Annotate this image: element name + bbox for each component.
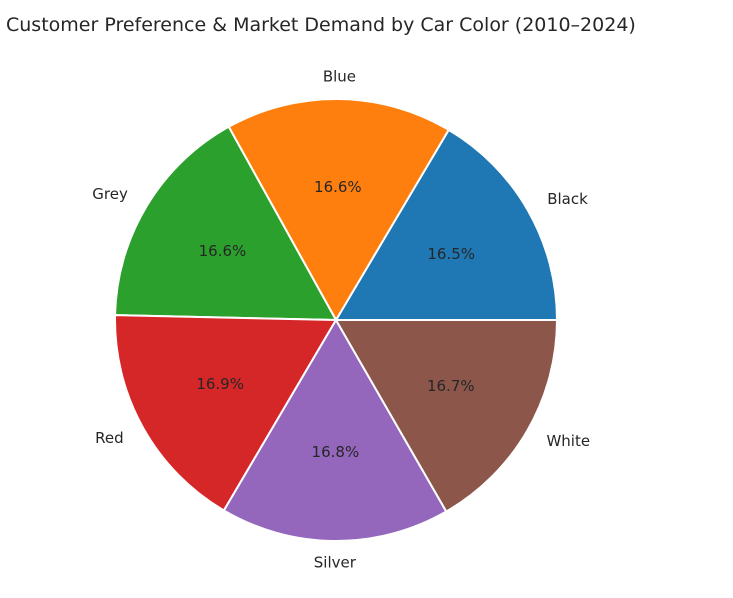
category-label-blue: Blue xyxy=(323,67,356,85)
pct-label-white: 16.7% xyxy=(427,377,475,395)
category-label-black: Black xyxy=(547,190,588,208)
percentage-labels: 16.5% 16.6% 16.6% 16.9% 16.8% 16.7% xyxy=(196,178,475,461)
category-label-grey: Grey xyxy=(92,185,128,203)
pie-slice-blue xyxy=(227,98,450,321)
chart-title: Customer Preference & Market Demand by C… xyxy=(6,14,636,36)
pct-label-red: 16.9% xyxy=(196,375,244,393)
pie-slice-white xyxy=(335,319,558,513)
pct-label-silver: 16.8% xyxy=(312,443,360,461)
pct-label-black: 16.5% xyxy=(427,245,475,263)
pie-slice-grey xyxy=(114,125,337,321)
pie-slice-red xyxy=(114,314,337,512)
category-label-silver: Silver xyxy=(314,554,357,572)
category-label-white: White xyxy=(546,432,590,450)
pie-slice-silver xyxy=(222,319,448,542)
pct-label-blue: 16.6% xyxy=(314,178,362,196)
category-label-red: Red xyxy=(95,429,124,447)
category-labels: Black Blue Grey Red Silver White xyxy=(92,67,590,571)
pie-slices xyxy=(114,98,558,542)
pie-slice-black xyxy=(335,128,558,321)
pct-label-grey: 16.6% xyxy=(199,242,247,260)
